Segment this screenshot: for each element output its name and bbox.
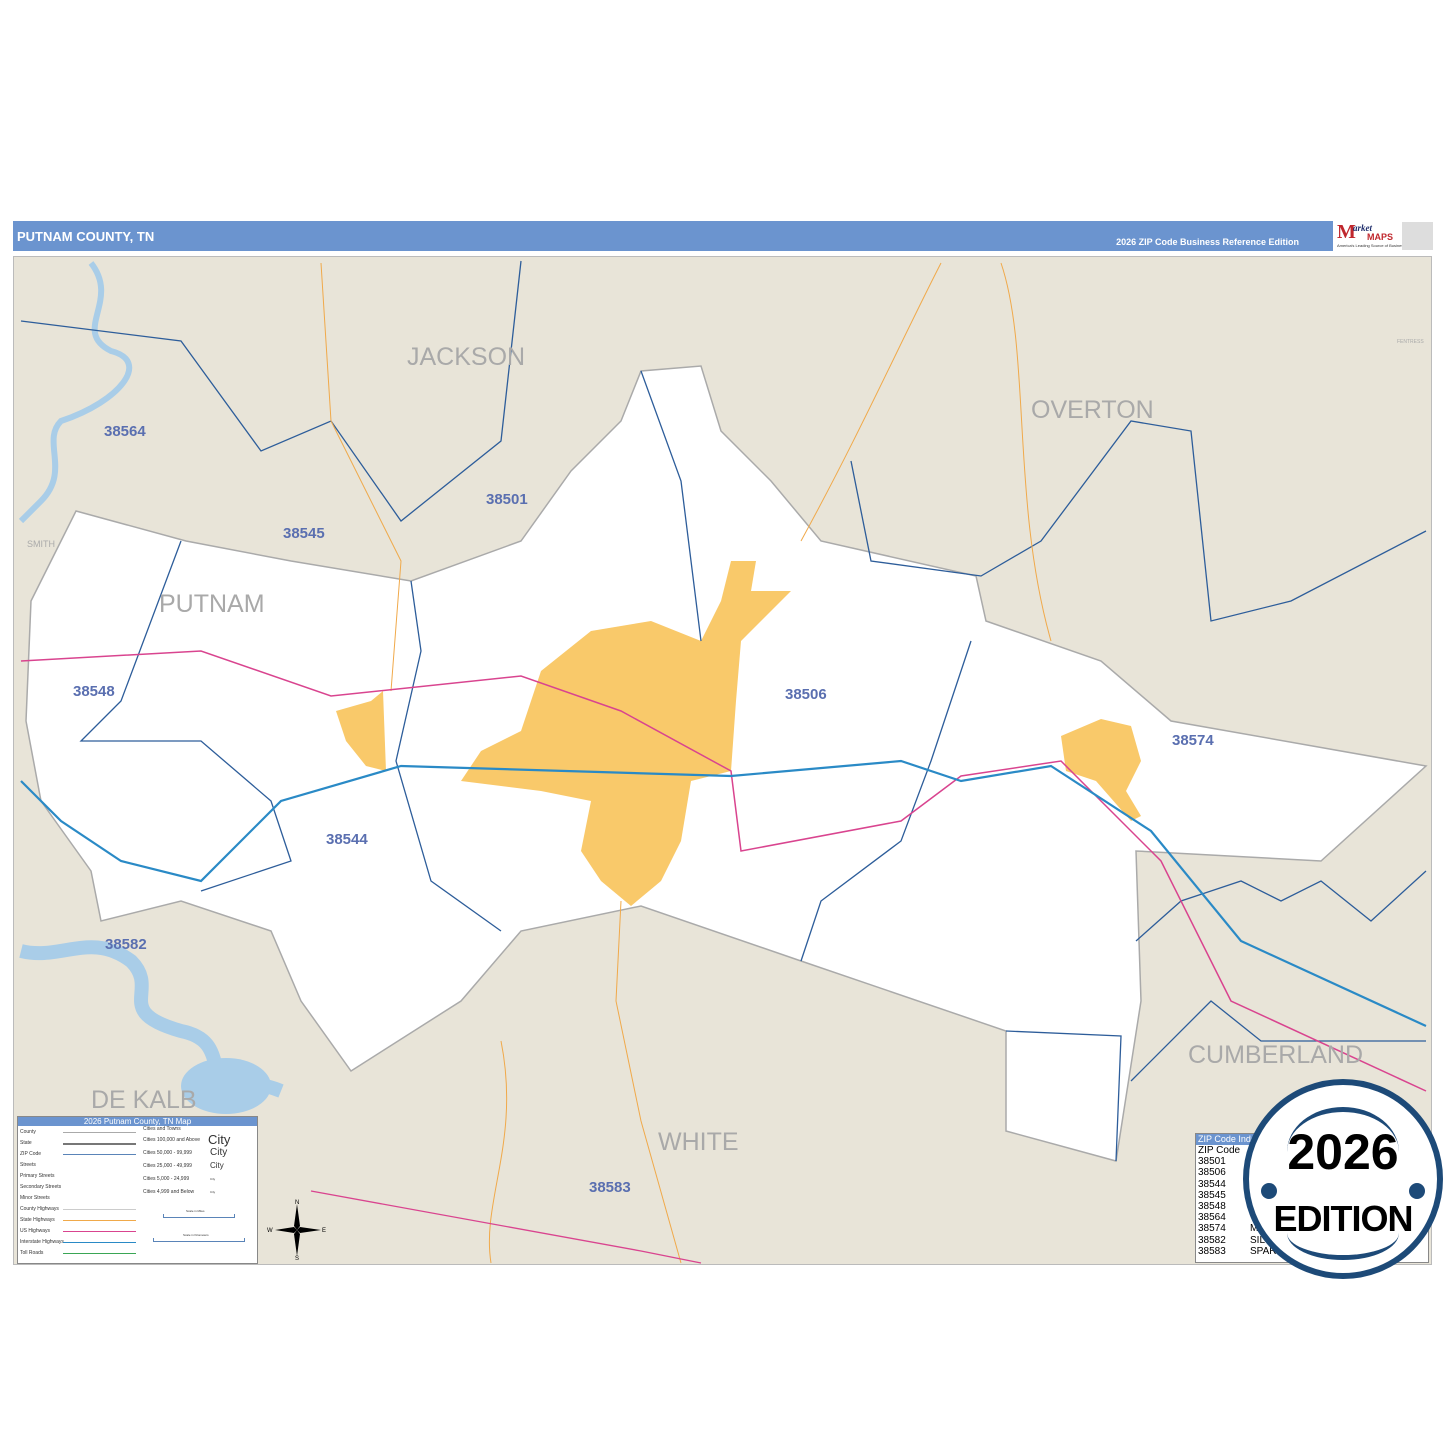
zip-index-row: 38574 M xyxy=(1198,1223,1259,1235)
zip-label-38545: 38545 xyxy=(283,525,325,542)
scale-bar-miles xyxy=(163,1214,235,1218)
legend-line-interstate xyxy=(63,1242,136,1243)
legend-city-sample: City xyxy=(210,1190,216,1194)
legend-item: Interstate Highways xyxy=(20,1239,64,1245)
zip-label-38564: 38564 xyxy=(104,423,146,440)
baxter-city-area xyxy=(336,691,386,771)
county-label-putnam: PUTNAM xyxy=(159,590,265,618)
edition-text: 2026 ZIP Code Business Reference Edition xyxy=(1116,237,1299,247)
map-title: PUTNAM COUNTY, TN xyxy=(17,229,155,244)
county-label-dekalb: DE KALB xyxy=(91,1086,197,1114)
legend-cities-header: Cities and Towns xyxy=(143,1126,181,1132)
badge-year: 2026 xyxy=(1287,1124,1399,1180)
zip-index-row: 38545 xyxy=(1198,1189,1226,1201)
legend-line-state-hwy xyxy=(63,1220,136,1221)
scale-bar-km xyxy=(153,1238,245,1242)
legend-city-label: Cities 4,999 and Below xyxy=(143,1189,195,1195)
legend-city-sample: City xyxy=(210,1147,228,1158)
svg-text:W: W xyxy=(267,1228,273,1234)
legend-line-state xyxy=(63,1143,136,1145)
map-area[interactable]: JACKSON OVERTON PUTNAM DE KALB WHITE CUM… xyxy=(13,256,1432,1265)
legend-title: 2026 Putnam County, TN Map xyxy=(18,1117,257,1126)
svg-text:S: S xyxy=(295,1256,299,1260)
zip-index-row: 38548 xyxy=(1198,1200,1226,1212)
edition-badge: 2026 EDITION xyxy=(1243,1079,1443,1279)
badge-arc-top xyxy=(1287,1107,1399,1152)
county-label-cumberland: CUMBERLAND xyxy=(1188,1041,1364,1069)
zip-index-header: ZIP Code xyxy=(1198,1145,1241,1156)
zip-label-38501: 38501 xyxy=(486,491,528,508)
legend-line-zip xyxy=(63,1154,136,1155)
legend-item: Toll Roads xyxy=(20,1250,44,1256)
badge-dot-right xyxy=(1409,1183,1425,1199)
legend-item: US Highways xyxy=(20,1228,51,1234)
zip-label-38583: 38583 xyxy=(589,1179,631,1196)
zip-label-38582: 38582 xyxy=(105,936,147,953)
state-highways xyxy=(320,262,1052,1264)
county-label-smith: SMITH xyxy=(27,539,55,549)
legend-city-sample: City xyxy=(208,1132,231,1147)
title-bar: PUTNAM COUNTY, TN 2026 ZIP Code Business… xyxy=(13,221,1333,251)
legend-item: Streets xyxy=(20,1162,36,1168)
badge-dot-left xyxy=(1261,1183,1277,1199)
scale-km-label: Scale in Kilometers xyxy=(183,1233,209,1237)
legend-item: Secondary Streets xyxy=(20,1184,62,1190)
cookeville-city-area xyxy=(461,561,791,906)
zip-label-38544: 38544 xyxy=(326,831,368,848)
legend-item: County Highways xyxy=(20,1206,59,1212)
compass-rose-icon: N S W E xyxy=(267,1200,326,1260)
us-highway-70 xyxy=(20,650,1427,1092)
water-cordell-hull-lake xyxy=(18,261,133,524)
legend-city-label: Cities 25,000 - 49,999 xyxy=(143,1163,192,1169)
legend-item: State xyxy=(20,1140,32,1146)
monterey-city-area xyxy=(1061,719,1141,821)
us-highway-south xyxy=(310,1190,702,1264)
legend-city-label: Cities 5,000 - 24,999 xyxy=(143,1176,190,1182)
zip-index-row: 38583 SPAR xyxy=(1198,1245,1277,1257)
legend-item: State Highways xyxy=(20,1217,55,1223)
county-label-jackson: JACKSON xyxy=(407,343,526,371)
zip-index-row: 38506 xyxy=(1198,1167,1226,1179)
water-lake xyxy=(181,1058,271,1114)
zip-label-38506: 38506 xyxy=(785,686,827,703)
legend-line-county-hwy xyxy=(63,1209,136,1210)
legend-city-label: Cities 100,000 and Above xyxy=(143,1137,200,1143)
svg-text:E: E xyxy=(322,1228,326,1234)
legend-line-county xyxy=(63,1132,136,1133)
zip-label-38548: 38548 xyxy=(73,683,115,700)
legend-item: ZIP Code xyxy=(20,1151,42,1157)
zip-index-row: 38564 xyxy=(1198,1212,1226,1224)
zip-index-row: 38582 SIL xyxy=(1198,1234,1266,1246)
legend-city-sample: City xyxy=(210,1161,224,1170)
legend-city-label: Cities 50,000 - 99,999 xyxy=(143,1150,192,1156)
svg-text:N: N xyxy=(295,1200,299,1206)
scale-miles-label: Scale in Miles xyxy=(186,1209,205,1213)
map-svg xyxy=(18,260,1428,1264)
legend-item: Minor Streets xyxy=(20,1195,50,1201)
county-label-fentress: FENTRESS xyxy=(1397,339,1424,345)
zip-label-38574: 38574 xyxy=(1172,732,1214,749)
logo-info-box xyxy=(1402,222,1433,250)
county-label-white: WHITE xyxy=(658,1128,739,1156)
legend-item: Primary Streets xyxy=(20,1173,55,1179)
legend-line-us-hwy xyxy=(63,1231,136,1232)
legend-item: County xyxy=(20,1129,36,1135)
zip-index-row: 38501 xyxy=(1198,1156,1226,1168)
county-label-overton: OVERTON xyxy=(1031,396,1154,424)
interstate-40 xyxy=(20,759,1427,1027)
map-legend: 2026 Putnam County, TN Map County State … xyxy=(17,1116,258,1264)
badge-arc-bottom xyxy=(1287,1233,1399,1260)
legend-line-toll xyxy=(63,1253,136,1254)
zip-index-row: 38544 xyxy=(1198,1178,1226,1190)
legend-city-sample: City xyxy=(210,1177,216,1181)
